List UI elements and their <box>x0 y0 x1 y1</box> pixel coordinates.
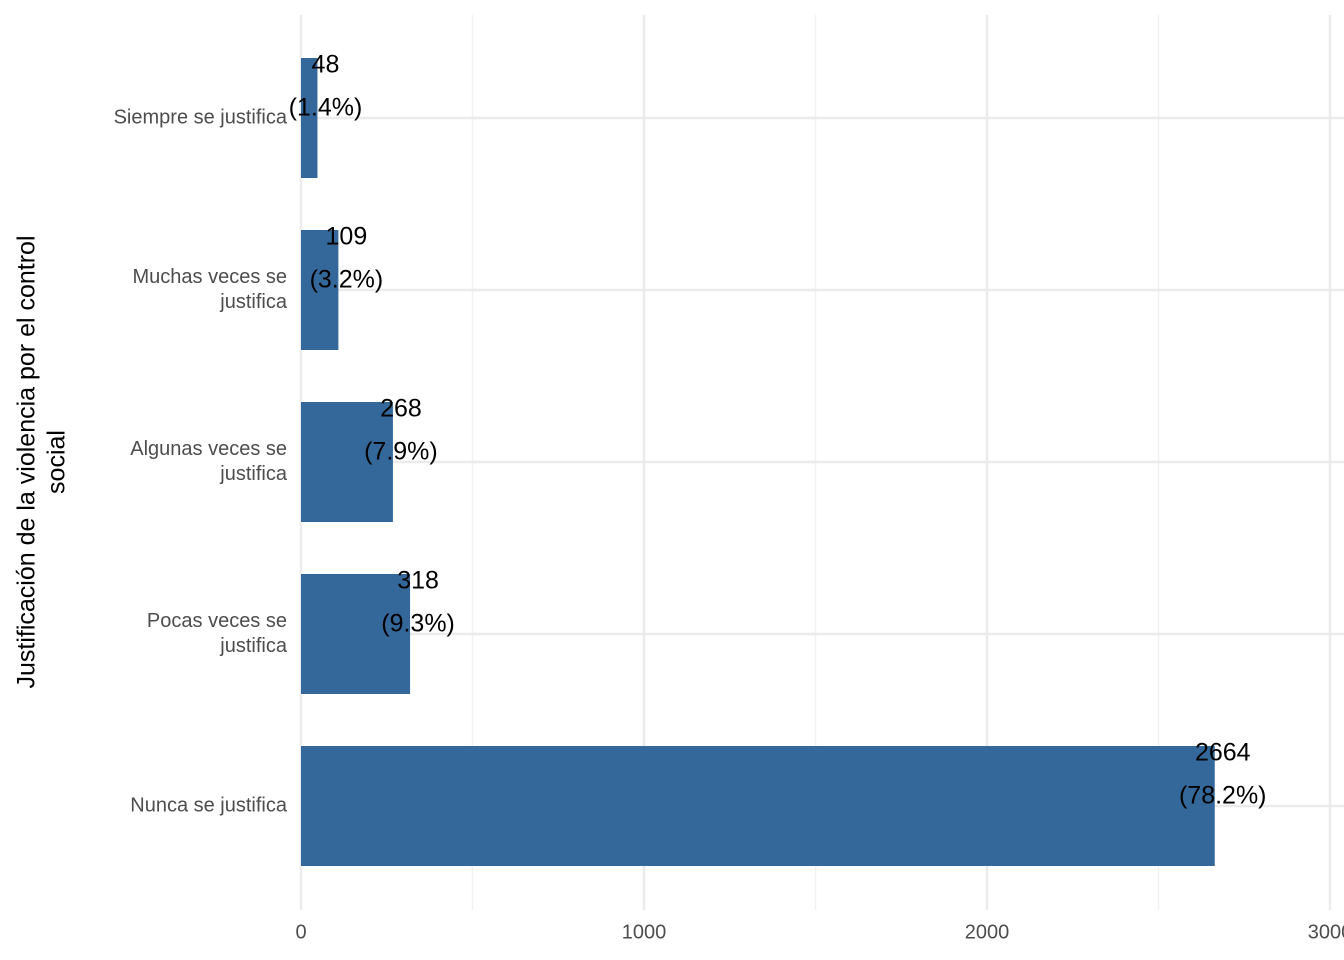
value-label: 48 <box>312 51 340 79</box>
x-tick-label: 2000 <box>965 921 1010 943</box>
y-tick-label: Nunca se justifica <box>130 794 288 816</box>
bar <box>301 746 1215 866</box>
x-tick-label: 0 <box>295 921 306 943</box>
bar <box>301 58 318 178</box>
value-label: 268 <box>380 395 422 423</box>
value-label: 318 <box>397 567 439 595</box>
bar <box>301 574 411 694</box>
bar <box>301 402 393 522</box>
percent-label: (9.3%) <box>381 610 455 638</box>
value-label: 109 <box>326 223 368 251</box>
y-tick-label: Pocas veces se justifica <box>147 610 288 657</box>
y-axis-title-line: Justificación de la violencia por el con… <box>13 235 41 688</box>
y-tick-label: Siempre se justifica <box>114 106 288 128</box>
y-tick-label: Algunas veces se justifica <box>130 438 288 485</box>
percent-label: (1.4%) <box>289 94 363 122</box>
y-axis-title-line: social <box>43 430 71 494</box>
y-tick-label: Muchas veces se justifica <box>132 266 287 313</box>
x-tick-label: 1000 <box>622 921 667 943</box>
percent-label: (7.9%) <box>364 438 438 466</box>
percent-label: (3.2%) <box>310 266 384 294</box>
x-tick-label: 3000 <box>1308 921 1344 943</box>
y-axis-title: Justificación de la violencia por el con… <box>13 235 71 688</box>
percent-label: (78.2%) <box>1179 782 1267 810</box>
value-label: 2664 <box>1195 739 1251 767</box>
bar <box>301 230 339 350</box>
